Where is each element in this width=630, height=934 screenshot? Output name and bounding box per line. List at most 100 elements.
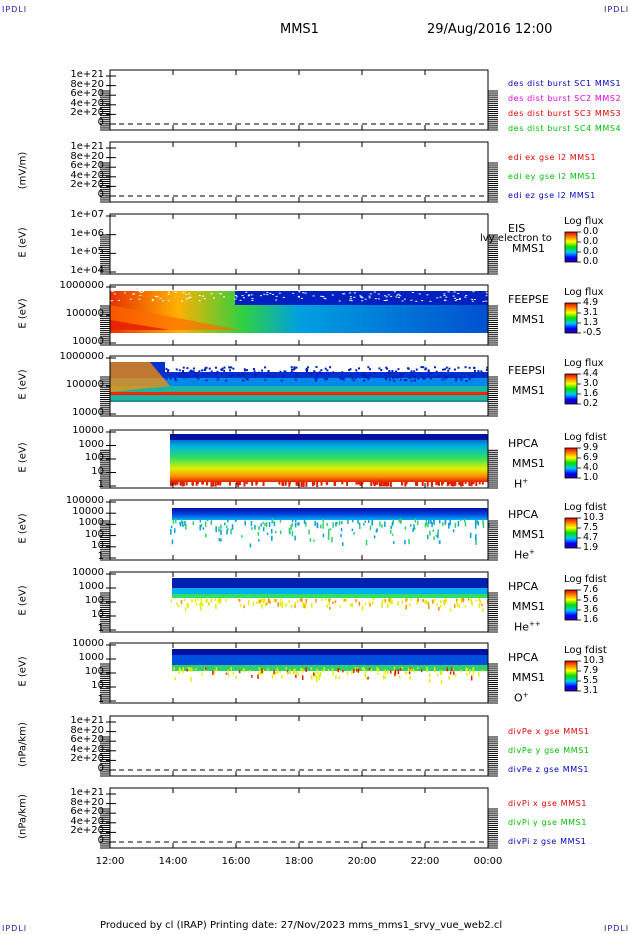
- colorbar-title: Log fdist: [564, 502, 607, 513]
- data-speckle: [201, 295, 204, 297]
- instrument-label: HPCA: [508, 580, 539, 593]
- data-speckle: [228, 369, 231, 372]
- colorbar: [564, 517, 578, 549]
- data-speckle: [363, 379, 366, 382]
- colorbar-value: 5.6: [583, 594, 599, 605]
- data-speckle: [183, 598, 186, 602]
- data-speckle: [282, 482, 285, 487]
- legend-entry: edi ez gse l2 MMS1: [508, 191, 596, 200]
- data-speckle: [408, 671, 411, 675]
- legend-entry: des dist burst SC4 MMS4: [508, 124, 622, 133]
- data-speckle: [304, 603, 307, 609]
- data-speckle: [182, 376, 185, 379]
- data-speckle: [339, 377, 342, 380]
- data-speckle: [403, 298, 406, 300]
- overlay-label: lvy electron to: [480, 233, 552, 244]
- data-speckle: [302, 292, 305, 294]
- data-speckle: [201, 603, 204, 607]
- instrument-label: HPCA: [508, 437, 539, 450]
- data-speckle: [207, 602, 210, 606]
- data-speckle: [261, 369, 264, 372]
- data-speckle: [384, 676, 387, 679]
- data-speckle: [244, 520, 246, 526]
- data-speckle: [123, 292, 126, 294]
- data-speckle: [295, 366, 298, 369]
- colorbar: [564, 660, 578, 692]
- data-speckle: [478, 603, 481, 608]
- species-name: He: [514, 620, 530, 634]
- data-speckle: [485, 368, 488, 371]
- data-speckle: [312, 482, 315, 487]
- data-speckle: [413, 527, 416, 530]
- data-speckle: [205, 366, 208, 369]
- data-speckle: [190, 370, 193, 373]
- data-speckle: [420, 366, 423, 369]
- data-speckle: [447, 375, 450, 378]
- data-speckle: [436, 297, 439, 299]
- data-speckle: [470, 375, 473, 378]
- data-speckle: [374, 298, 377, 300]
- data-speckle: [305, 370, 308, 373]
- data-speckle: [445, 599, 448, 603]
- data-speckle: [351, 377, 354, 380]
- data-speckle: [200, 601, 203, 606]
- data-speckle: [264, 366, 267, 369]
- data-speckle: [404, 540, 406, 545]
- data-speckle: [111, 291, 114, 293]
- data-speckle: [476, 520, 479, 524]
- y-tick-label: 10000: [72, 638, 104, 649]
- data-speckle: [259, 670, 262, 675]
- data-speckle: [318, 675, 321, 681]
- data-speckle: [433, 667, 436, 673]
- colorbar-value: 0.0: [583, 236, 599, 247]
- data-speckle: [352, 379, 355, 382]
- data-speckle: [195, 668, 197, 671]
- data-speckle: [387, 603, 389, 608]
- data-speckle: [363, 373, 366, 376]
- y-tick-label: 8e+20: [70, 796, 104, 808]
- data-speckle: [361, 297, 364, 299]
- y-tick-label: 6e+20: [70, 806, 104, 818]
- data-speckle: [384, 598, 386, 602]
- data-speckle: [226, 525, 228, 529]
- spacecraft-label: MMS1: [512, 600, 545, 613]
- data-speckle: [279, 530, 282, 535]
- legend-entry: des dist burst SC2 MMS2: [508, 94, 622, 103]
- data-speckle: [276, 667, 279, 673]
- data-speckle: [294, 519, 297, 523]
- data-speckle: [324, 367, 327, 370]
- data-speckle: [273, 521, 276, 527]
- data-speckle: [166, 370, 169, 373]
- data-speckle: [185, 294, 188, 296]
- data-speckle: [186, 367, 189, 370]
- data-speckle: [168, 291, 171, 293]
- data-speckle: [312, 672, 315, 676]
- data-speckle: [427, 375, 430, 378]
- data-speckle: [257, 599, 260, 604]
- data-speckle: [306, 366, 309, 369]
- data-speckle: [361, 605, 364, 611]
- data-speckle: [438, 606, 440, 611]
- data-speckle: [390, 295, 393, 297]
- y-axis-label: E (eV): [17, 369, 29, 400]
- data-speckle: [440, 371, 443, 374]
- panel-7: [106, 571, 581, 633]
- data-speckle: [184, 520, 186, 526]
- data-speckle: [205, 482, 208, 486]
- data-speckle: [425, 520, 428, 526]
- data-speckle: [270, 529, 273, 534]
- data-speckle: [254, 375, 257, 378]
- data-speckle: [452, 374, 455, 377]
- data-speckle: [129, 298, 132, 300]
- data-speckle: [436, 603, 438, 607]
- data-speckle: [429, 377, 432, 380]
- data-speckle: [416, 599, 418, 605]
- data-speckle: [440, 670, 442, 676]
- data-speckle: [337, 668, 339, 673]
- data-speckle: [364, 376, 367, 379]
- data-speckle: [309, 373, 312, 376]
- data-speckle: [178, 369, 181, 372]
- data-speckle: [185, 523, 187, 530]
- data-speckle: [393, 667, 396, 672]
- data-speckle: [430, 482, 433, 486]
